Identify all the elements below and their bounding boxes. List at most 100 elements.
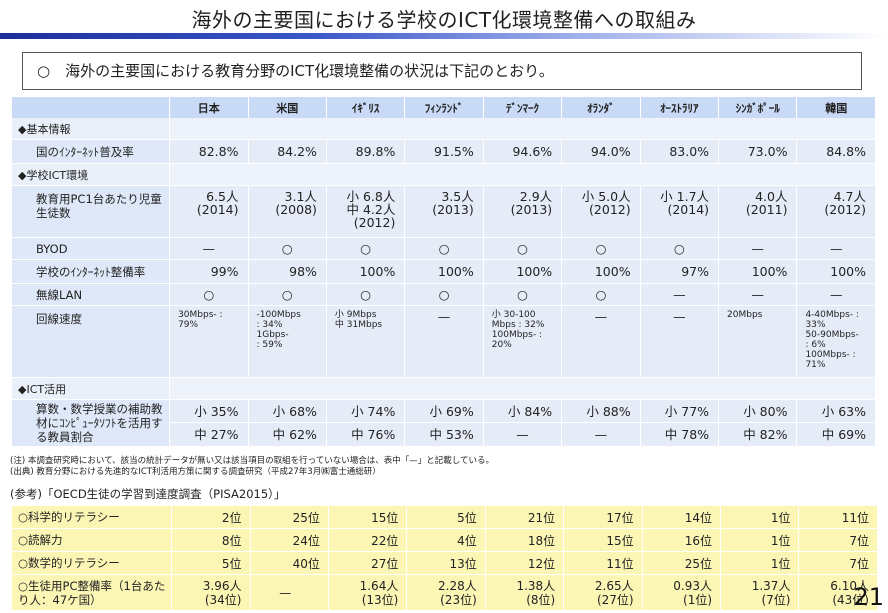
table-cell: ○ <box>405 238 484 260</box>
table-cell: — <box>405 306 484 378</box>
row-label: BYOD <box>12 238 171 260</box>
country-header: ﾌｨﾝﾗﾝﾄﾞ <box>405 97 484 118</box>
table-cell: 小 63% <box>797 400 876 423</box>
header-corner <box>12 97 171 118</box>
table-cell: 7位 <box>799 529 878 552</box>
table-cell: 12位 <box>485 552 565 575</box>
table-cell: 30Mbps- : 79% <box>170 306 249 378</box>
row-label: 回線速度 <box>12 306 171 378</box>
table-cell: 100% <box>562 260 641 284</box>
row-label: ○生徒用PC整備率（1台あたり人：47ケ国） <box>12 575 173 611</box>
table-cell: 中 76% <box>326 423 406 447</box>
table-cell: — <box>797 238 876 260</box>
table-cell: 小 35% <box>170 400 249 423</box>
pisa-table: ○科学的リテラシー 2位 25位 15位 5位 21位 17位 14位 1位 1… <box>12 506 878 611</box>
table-row-pisa-reading: ○読解力 8位 24位 22位 4位 18位 15位 16位 1位 7位 <box>12 529 878 552</box>
table-cell: 5位 <box>407 506 486 529</box>
table-row-internet: 国のｲﾝﾀｰﾈｯﾄ普及率 82.8% 84.2% 89.8% 91.5% 94.… <box>12 140 876 164</box>
row-label: 教育用PC1台あたり児童生徒数 <box>12 186 171 238</box>
table-cell: 22位 <box>328 529 408 552</box>
table-cell: 20Mbps <box>719 306 798 378</box>
table-row-pisa-pc: ○生徒用PC整備率（1台あたり人：47ケ国） 3.96人 (34位) — 1.6… <box>12 575 878 611</box>
table-cell: 2.9人 (2013) <box>483 186 563 238</box>
table-cell: 小 6.8人 中 4.2人 (2012) <box>326 186 406 238</box>
table-cell: 6.10人 (43位) <box>799 575 878 611</box>
row-label: ○数学的リテラシー <box>12 552 173 575</box>
table-cell: 中 78% <box>640 423 720 447</box>
table-row-pc-per-student: 教育用PC1台あたり児童生徒数 6.5人 (2014) 3.1人 (2008) … <box>12 186 876 238</box>
table-cell: 1.64人 (13位) <box>328 575 408 611</box>
table-row-wireless: 無線LAN ○ ○ ○ ○ ○ ○ — — — <box>12 284 876 306</box>
footnote-source: (出典) 教育分野における先進的なICT利活用方策に関する調査研究（平成27年3… <box>10 467 381 477</box>
table-cell: ○ <box>562 238 641 260</box>
country-header: ｼﾝｶﾞﾎﾟｰﾙ <box>719 97 798 118</box>
table-cell: 73.0% <box>719 140 798 164</box>
table-cell: ○ <box>405 284 484 306</box>
table-cell: 小 69% <box>405 400 484 423</box>
table-cell: 1位 <box>721 506 800 529</box>
table-cell: 89.8% <box>326 140 406 164</box>
ict-comparison-table: 日本 米国 ｲｷﾞﾘｽ ﾌｨﾝﾗﾝﾄﾞ ﾃﾞﾝﾏｰｸ ｵﾗﾝﾀﾞ ｵｰｽﾄﾗﾘｱ… <box>12 97 876 447</box>
page-number: 21 <box>853 583 884 611</box>
table-cell: 100% <box>405 260 484 284</box>
table-row-pisa-math: ○数学的リテラシー 5位 40位 27位 13位 12位 11位 25位 1位 … <box>12 552 878 575</box>
country-header: ｲｷﾞﾘｽ <box>326 97 406 118</box>
table-cell: 100% <box>326 260 406 284</box>
country-header: 韓国 <box>797 97 876 118</box>
table-cell: 4位 <box>407 529 486 552</box>
footnotes: (注) 本調査研究時において、該当の統計データが無い又は該当項目の取組を行ってい… <box>10 456 494 478</box>
table-cell: 15位 <box>564 529 643 552</box>
country-header: 米国 <box>248 97 327 118</box>
row-label: 算数・数学授業の補助教材にｺﾝﾋﾟｭｰﾀｿﾌﾄを活用する教員割合 <box>12 400 171 447</box>
table-cell: — <box>562 306 641 378</box>
table-cell: 3.5人 (2013) <box>405 186 484 238</box>
table-cell: 82.8% <box>170 140 249 164</box>
section-label: ◆学校ICT環境 <box>12 164 171 186</box>
table-cell: 小 80% <box>719 400 798 423</box>
table-cell: 6.5人 (2014) <box>170 186 249 238</box>
table-cell: ○ <box>640 238 720 260</box>
table-cell: 11位 <box>799 506 878 529</box>
table-cell: 小 1.7人 (2014) <box>640 186 720 238</box>
table-cell: 0.93人 (1位) <box>642 575 722 611</box>
table-cell: 100% <box>797 260 876 284</box>
table-cell: — <box>719 284 798 306</box>
page-title: 海外の主要国における学校のICT化環境整備への取組み <box>191 8 697 32</box>
table-cell: 98% <box>248 260 327 284</box>
table-cell: 小 5.0人 (2012) <box>562 186 641 238</box>
table-cell: 21位 <box>485 506 565 529</box>
table-cell: 16位 <box>642 529 722 552</box>
table-row-teachers-elementary: 算数・数学授業の補助教材にｺﾝﾋﾟｭｰﾀｿﾌﾄを活用する教員割合 小 35% 小… <box>12 400 876 447</box>
table-row-speed: 回線速度 30Mbps- : 79% -100Mbps : 34% 1Gbps-… <box>12 306 876 378</box>
table-cell: 3.96人 (34位) <box>172 575 251 611</box>
section-label: ◆ICT活用 <box>12 378 171 400</box>
table-cell: 中 53% <box>405 423 484 447</box>
reference-title: (参考)「OECD生徒の学習到達度調査（PISA2015）」 <box>10 487 286 501</box>
table-cell: 24位 <box>250 529 329 552</box>
country-header: ｵｰｽﾄﾗﾘｱ <box>640 97 720 118</box>
table-cell: ○ <box>326 238 406 260</box>
country-header: ﾃﾞﾝﾏｰｸ <box>483 97 563 118</box>
row-label: 国のｲﾝﾀｰﾈｯﾄ普及率 <box>12 140 171 164</box>
table-cell: 40位 <box>250 552 329 575</box>
table-cell: 100% <box>719 260 798 284</box>
table-cell: 7位 <box>799 552 878 575</box>
table-cell: 97% <box>640 260 720 284</box>
table-cell: — <box>640 306 720 378</box>
table-cell: 小 9Mbps 中 31Mbps <box>326 306 406 378</box>
table-cell: 小 30-100 Mbps : 32% 100Mbps- : 20% <box>483 306 563 378</box>
table-row-pisa-science: ○科学的リテラシー 2位 25位 15位 5位 21位 17位 14位 1位 1… <box>12 506 878 529</box>
table-cell: 11位 <box>564 552 643 575</box>
section-row-ict-use: ◆ICT活用 <box>12 378 876 400</box>
table-cell: 18位 <box>485 529 565 552</box>
title-underline-bar <box>0 33 888 39</box>
table-cell: 2.28人 (23位) <box>407 575 486 611</box>
table-cell: 27位 <box>328 552 408 575</box>
table-cell: ○ <box>562 284 641 306</box>
table-cell: 2.65人 (27位) <box>564 575 643 611</box>
table-cell: ○ <box>483 238 563 260</box>
row-label: ○読解力 <box>12 529 173 552</box>
table-cell: — <box>170 238 249 260</box>
table-cell: 83.0% <box>640 140 720 164</box>
table-cell: ○ <box>248 284 327 306</box>
